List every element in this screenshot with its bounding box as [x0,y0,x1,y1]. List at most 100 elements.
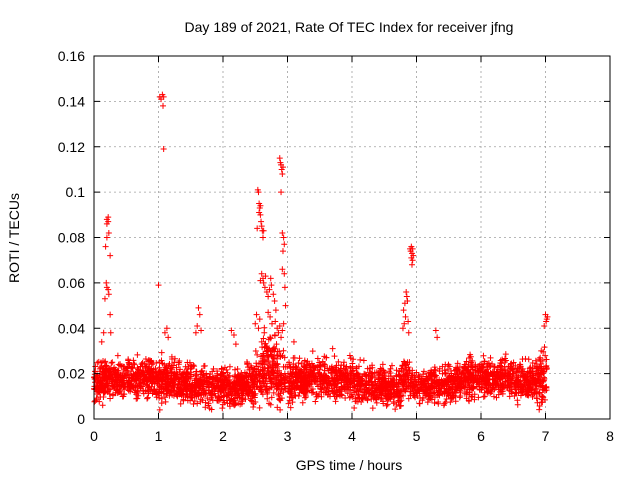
x-tick-label: 6 [477,428,485,444]
data-point [369,374,376,381]
data-point [435,399,442,406]
data-point [474,376,481,383]
data-point [402,372,409,379]
data-point [134,351,141,358]
data-point [276,395,283,402]
data-point [288,379,295,386]
data-point [96,398,103,405]
data-point [424,377,431,384]
data-point [401,320,408,327]
data-point [295,393,302,400]
data-point [418,384,425,391]
x-tick-label: 8 [606,428,614,444]
data-point [336,386,343,393]
data-point [435,379,442,386]
data-point [257,377,264,384]
data-point [537,369,544,376]
data-point [445,387,452,394]
data-point [259,234,266,241]
data-point [97,377,104,384]
data-point [442,388,449,395]
data-point [456,380,463,387]
data-point [487,387,494,394]
data-point [466,389,473,396]
data-point [356,386,363,393]
data-point [543,387,550,394]
data-point [402,387,409,394]
data-point [248,362,255,369]
data-point [100,329,107,336]
data-point [337,367,344,374]
data-point [366,369,373,376]
data-point [308,380,315,387]
data-point [276,386,283,393]
data-point [279,248,286,255]
data-point [357,356,364,363]
data-point [369,405,376,412]
data-point [352,398,359,405]
data-point [297,386,304,393]
data-point [405,329,412,336]
data-point [456,394,463,401]
data-point [145,357,152,364]
data-point [476,386,483,393]
data-point [351,372,358,379]
data-point [363,384,370,391]
data-point [400,392,407,399]
data-point [393,372,400,379]
data-point [224,400,231,407]
data-point [162,394,169,401]
data-point [193,393,200,400]
data-point [202,391,209,398]
data-point [425,369,432,376]
data-point [130,360,137,367]
data-point [453,366,460,373]
data-point [106,376,113,383]
data-point [263,343,270,350]
data-point [464,366,471,373]
data-point [508,375,515,382]
data-point [316,369,323,376]
data-point [450,381,457,388]
data-point [277,406,284,413]
data-point [187,365,194,372]
data-point [104,388,111,395]
data-point [114,352,121,359]
data-point [182,376,189,383]
data-point [230,332,237,339]
data-point [226,384,233,391]
data-point [281,284,288,291]
data-point [255,325,262,332]
data-point [144,382,151,389]
data-point [167,368,174,375]
data-point [127,388,134,395]
data-point [346,352,353,359]
data-point [102,372,109,379]
data-point [270,291,277,298]
data-point [513,372,520,379]
data-point [338,376,345,383]
data-point [169,383,176,390]
data-point [160,102,167,109]
data-point [408,261,415,268]
data-point [261,284,268,291]
data-point [96,365,103,372]
data-point [154,377,161,384]
data-point [247,387,254,394]
data-point [125,356,132,363]
data-point [226,372,233,379]
data-point [180,381,187,388]
data-point [171,355,178,362]
data-point [287,404,294,411]
data-point [192,329,199,336]
data-point [250,403,257,410]
data-point [384,387,391,394]
data-point [519,365,526,372]
data-point [497,388,504,395]
data-point [385,396,392,403]
data-point [270,389,277,396]
data-point [402,362,409,369]
data-point [105,291,112,298]
data-point [173,371,180,378]
data-point [98,338,105,345]
